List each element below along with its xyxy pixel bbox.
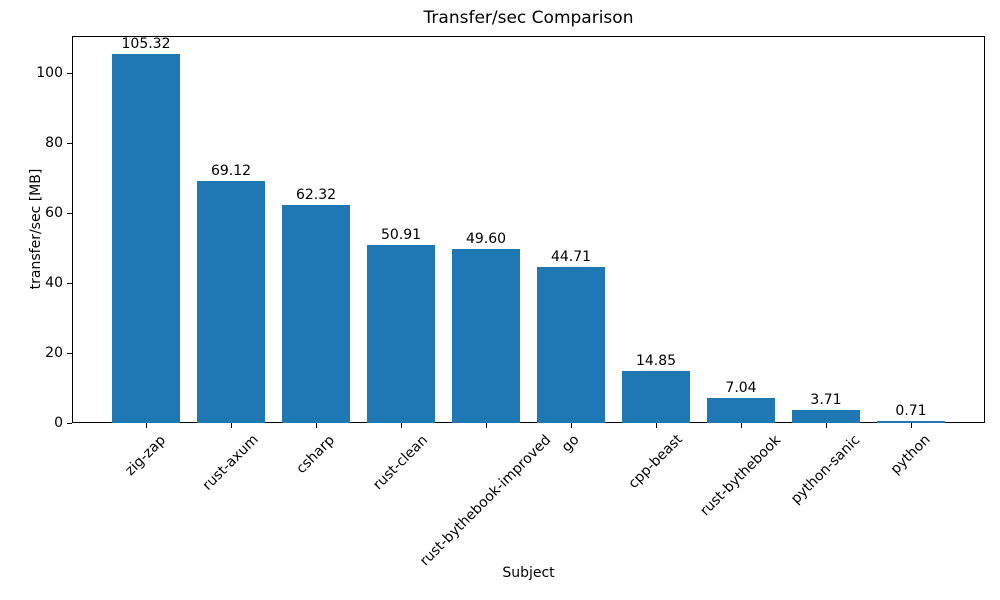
bar-value-label: 7.04 xyxy=(725,380,757,397)
x-tick-label-zig-zap: zig-zap xyxy=(122,431,169,479)
x-tick-label-rust-clean: rust-clean xyxy=(370,431,432,493)
x-tick-mark xyxy=(316,423,317,428)
bar-value-label: 0.71 xyxy=(895,402,927,419)
bar-value-label: 69.12 xyxy=(210,163,252,180)
x-axis-label: Subject xyxy=(502,565,555,581)
bar-go xyxy=(537,266,605,423)
x-tick-label-cpp-beast: cpp-beast xyxy=(625,431,686,493)
bar-rust-axum xyxy=(197,181,265,423)
y-tick-mark xyxy=(67,422,72,424)
bar-rust-bythebook-improved xyxy=(452,249,520,423)
y-tick-mark xyxy=(67,142,72,144)
bar-csharp xyxy=(282,204,350,423)
y-tick-label: 0 xyxy=(54,414,63,431)
bar-zig-zap xyxy=(112,54,180,423)
y-axis-label: transfer/sec [MB] xyxy=(28,168,44,290)
bar-value-label: 3.71 xyxy=(810,392,842,409)
x-tick-label-rust-bythebook-improved: rust-bythebook-improved xyxy=(417,431,555,570)
bar-rust-clean xyxy=(367,244,435,423)
y-tick-label: 80 xyxy=(45,134,63,151)
y-tick-label: 40 xyxy=(45,274,63,291)
x-tick-label-python-sanic: python-sanic xyxy=(788,431,864,508)
x-tick-mark xyxy=(741,423,742,428)
x-tick-mark xyxy=(656,423,657,428)
y-tick-mark xyxy=(67,212,72,214)
x-tick-label-rust-bythebook: rust-bythebook xyxy=(697,432,785,519)
x-tick-mark xyxy=(826,423,827,428)
bar-value-label: 50.91 xyxy=(380,226,422,243)
y-tick-label: 60 xyxy=(45,204,63,221)
bar-python xyxy=(877,420,945,423)
bar-value-label: 44.71 xyxy=(550,248,592,265)
x-tick-label-python: python xyxy=(887,431,934,478)
x-tick-mark xyxy=(231,423,232,428)
y-tick-mark xyxy=(67,72,72,74)
chart-title: Transfer/sec Comparison xyxy=(423,8,634,28)
x-tick-label-rust-axum: rust-axum xyxy=(199,432,262,495)
y-tick-label: 20 xyxy=(45,344,63,361)
x-tick-mark xyxy=(571,423,572,428)
y-tick-label: 100 xyxy=(36,64,63,81)
x-tick-mark xyxy=(146,423,147,428)
y-tick-mark xyxy=(67,352,72,354)
bar-value-label: 62.32 xyxy=(295,186,337,203)
x-tick-mark xyxy=(401,423,402,428)
bar-rust-bythebook xyxy=(707,398,775,423)
x-tick-label-go: go xyxy=(558,431,583,456)
y-tick-mark xyxy=(67,282,72,284)
bar-value-label: 49.60 xyxy=(465,231,507,248)
x-tick-label-csharp: csharp xyxy=(293,431,338,477)
bar-value-label: 14.85 xyxy=(635,353,677,370)
bar-python-sanic xyxy=(792,410,860,423)
bar-cpp-beast xyxy=(622,371,690,423)
x-tick-mark xyxy=(911,423,912,428)
x-tick-mark xyxy=(486,423,487,428)
bar-value-label: 105.32 xyxy=(121,36,171,53)
